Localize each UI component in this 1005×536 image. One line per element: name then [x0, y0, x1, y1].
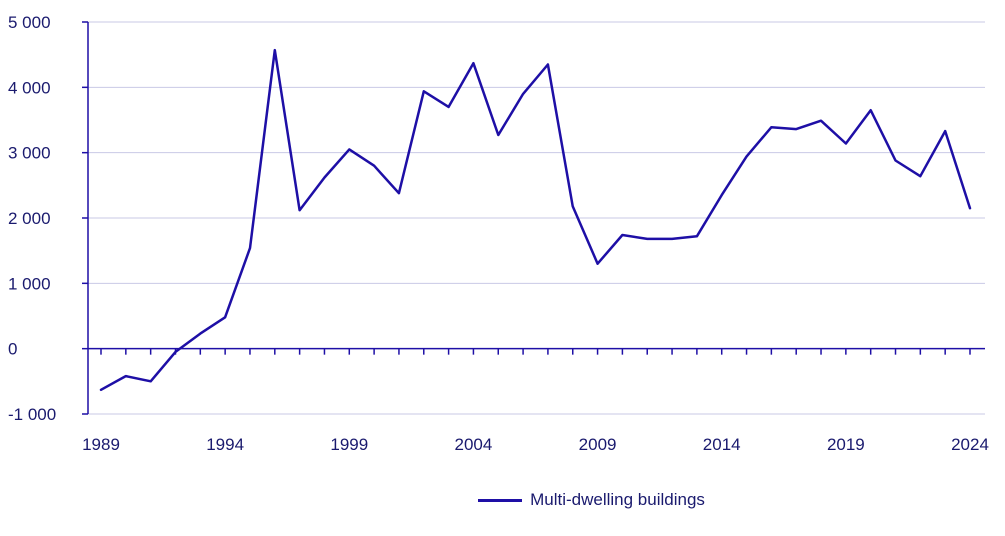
x-tick-label: 2019: [827, 435, 865, 454]
x-axis: 1989 1994 1999 2004 2009 2014 2019 2024: [82, 347, 989, 454]
y-tick-label: 0: [8, 340, 17, 359]
x-tick-label: 1999: [330, 435, 368, 454]
y-tick-label: -1 000: [8, 405, 56, 424]
series-lines: [99, 48, 972, 392]
y-tick-label: 5 000: [8, 13, 51, 32]
legend-label: Multi-dwelling buildings: [530, 490, 705, 509]
x-tick-label: 2009: [579, 435, 617, 454]
line-chart: 5 000 4 000 3 000 2 000 1 000 0 -1 000 1989 199…: [8, 13, 989, 454]
x-tick-label: 2014: [703, 435, 741, 454]
x-tick-label: 2024: [951, 435, 989, 454]
x-tick-label: 1989: [82, 435, 120, 454]
gridlines: [88, 21, 985, 415]
x-tick-label: 2004: [455, 435, 493, 454]
series-line: [99, 48, 972, 392]
y-tick-label: 4 000: [8, 78, 51, 97]
y-tick-label: 3 000: [8, 144, 51, 163]
y-axis: 5 000 4 000 3 000 2 000 1 000 0 -1 000: [8, 13, 89, 424]
y-tick-label: 2 000: [8, 209, 51, 228]
legend: Multi-dwelling buildings: [0, 484, 1005, 516]
x-tick-label: 1994: [206, 435, 244, 454]
legend-swatch: [478, 498, 523, 502]
y-tick-label: 1 000: [8, 274, 51, 293]
